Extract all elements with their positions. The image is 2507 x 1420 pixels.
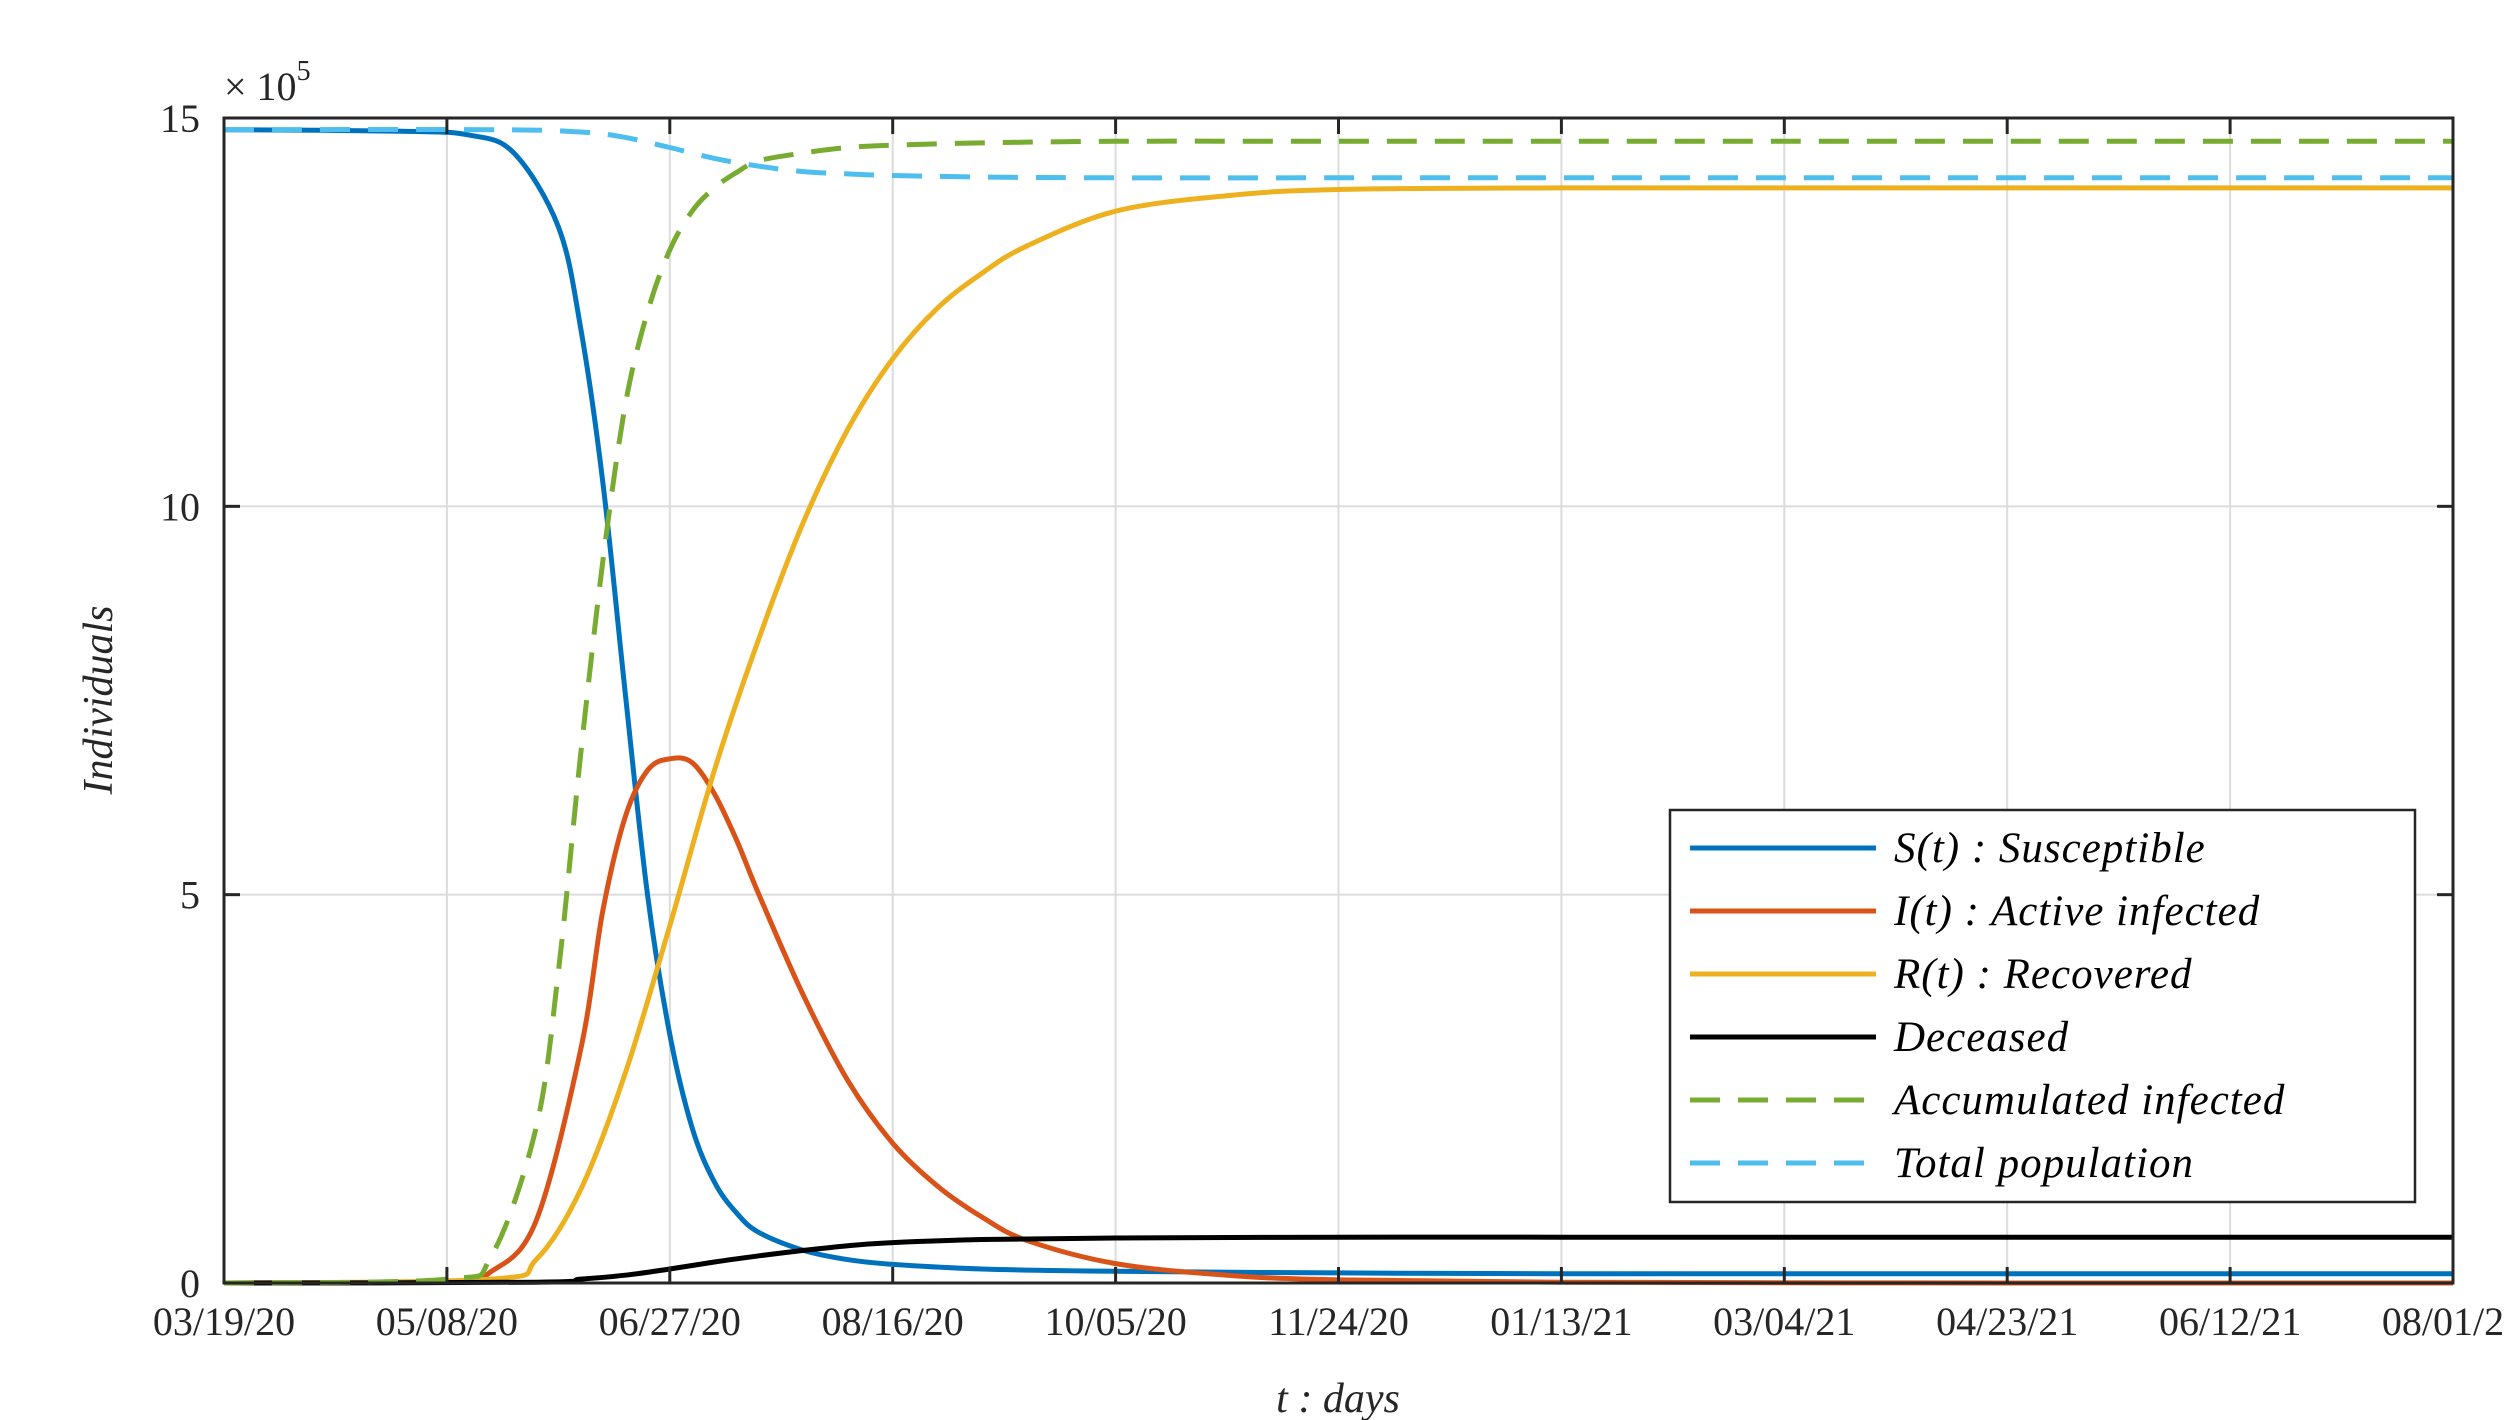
series-line-3 xyxy=(223,185,2453,1286)
x-tick-label: 08/01/21 xyxy=(2382,1299,2507,1344)
x-tick-label: 05/08/20 xyxy=(376,1299,518,1344)
x-tick-label: 10/05/20 xyxy=(1044,1299,1186,1344)
x-tick-label: 11/24/20 xyxy=(1268,1299,1409,1344)
legend-label-5: Accumulated infected xyxy=(1891,1077,2285,1124)
legend: S(t) : Susceptible I(t) : Active infected… xyxy=(1668,808,2417,1204)
series-line-4 xyxy=(223,1234,2453,1286)
y-tick-label: 15 xyxy=(160,96,200,141)
x-tick-label: 03/19/20 xyxy=(153,1299,295,1344)
legend-label-6: Total population xyxy=(1894,1140,2194,1187)
tick-labels: 03/19/20 05/08/20 06/27/20 08/16/20 10/05/20… xyxy=(153,96,2507,1344)
legend-box xyxy=(1668,808,2417,1204)
legend-label-1: S(t) : Susceptible xyxy=(1894,825,2206,872)
x-tick-label: 06/27/20 xyxy=(599,1299,741,1344)
x-tick-label: 06/12/21 xyxy=(2159,1299,2301,1344)
x-tick-label: 08/16/20 xyxy=(822,1299,964,1344)
y-axis-label: Individuals xyxy=(76,606,122,796)
legend-label-3: R(t) : Recovered xyxy=(1893,951,2193,998)
legend-label-4: Deceased xyxy=(1893,1014,2069,1061)
y-axis-multiplier: × 105 xyxy=(224,56,311,109)
series-line-5 xyxy=(223,138,2453,1286)
y-multiplier-exponent: 5 xyxy=(297,56,311,87)
y-tick-label: 5 xyxy=(180,873,200,918)
series-line-6 xyxy=(223,127,2453,181)
x-tick-label: 04/23/21 xyxy=(1936,1299,2078,1344)
legend-label-2: I(t) : Active infected xyxy=(1893,888,2260,935)
x-axis-label: t : days xyxy=(1276,1376,1400,1420)
axis-ticks xyxy=(222,116,2455,1285)
y-tick-label: 10 xyxy=(160,484,200,529)
series-line-1 xyxy=(223,127,2453,1277)
y-tick-label: 0 xyxy=(180,1261,200,1306)
x-tick-label: 03/04/21 xyxy=(1713,1299,1855,1344)
y-multiplier-base: × 10 xyxy=(224,64,297,109)
x-tick-label: 01/13/21 xyxy=(1490,1299,1632,1344)
